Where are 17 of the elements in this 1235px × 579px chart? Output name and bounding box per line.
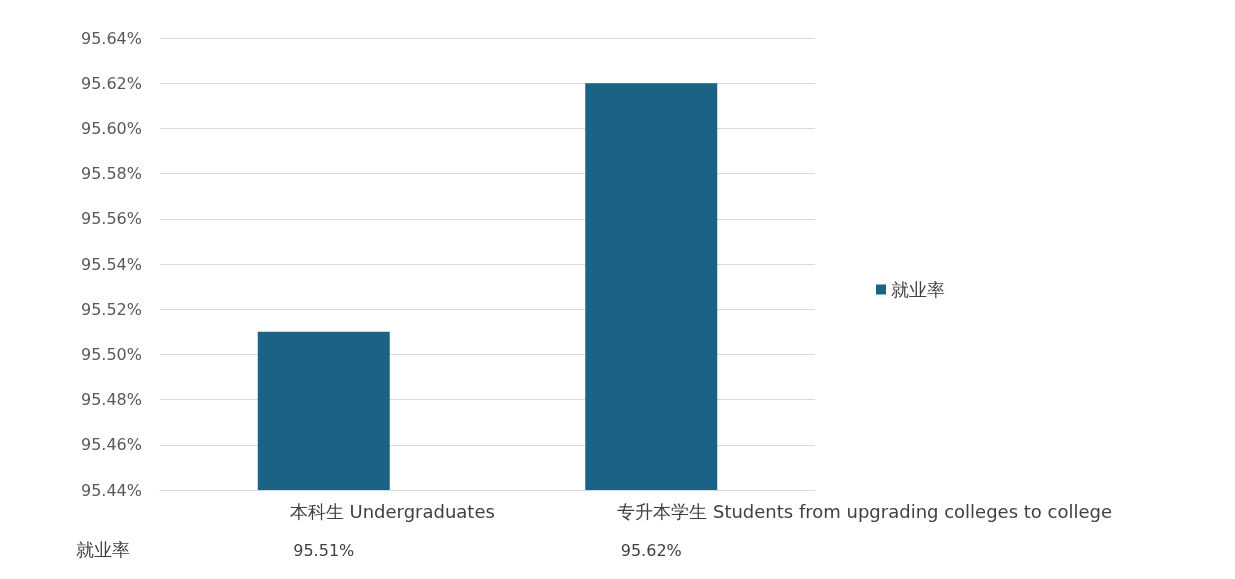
data-label: 95.62% xyxy=(620,540,682,560)
y-tick-label: 95.64% xyxy=(80,28,142,48)
y-tick-label: 95.44% xyxy=(80,480,142,500)
x-tick-label: 本科生 Undergraduates xyxy=(289,500,495,522)
y-tick-label: 95.56% xyxy=(80,209,142,229)
y-tick-label: 95.50% xyxy=(80,344,142,364)
data-label: 95.51% xyxy=(293,540,355,560)
y-tick-label: 95.62% xyxy=(80,73,142,93)
y-tick-label: 95.60% xyxy=(80,118,142,138)
x-tick-label: 专升本学生 Students from upgrading colleges to college xyxy=(617,500,1113,522)
y-tick-label: 95.58% xyxy=(80,164,142,184)
y-tick-label: 95.48% xyxy=(80,390,142,410)
table-row-header: 就业率 xyxy=(76,539,130,561)
legend-label: 就业率 xyxy=(891,279,945,300)
y-tick-label: 95.54% xyxy=(80,254,142,274)
y-tick-label: 95.46% xyxy=(80,435,142,455)
y-tick-label: 95.52% xyxy=(80,299,142,319)
